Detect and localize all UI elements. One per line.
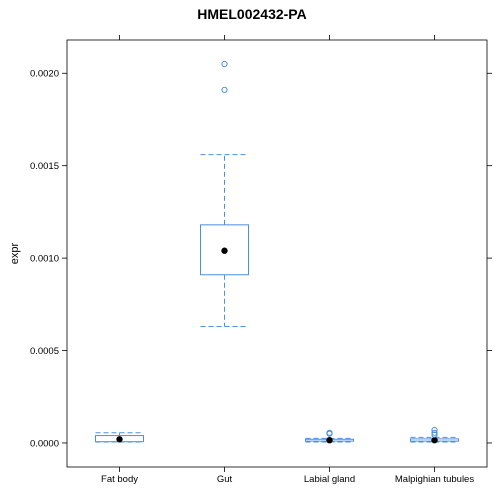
y-tick-label: 0.0010 (30, 253, 59, 264)
boxes-layer (95, 60, 459, 444)
median-point (221, 247, 228, 254)
outlier-point (221, 86, 228, 94)
iqr-box (200, 224, 249, 276)
y-tick-label: 0.0015 (30, 161, 59, 172)
plot-frame (66, 39, 488, 468)
y-tick-label: 0.0005 (30, 346, 59, 357)
y-tick-label: 0.0000 (30, 438, 59, 449)
x-axis-ticks: Fat body Gut Labial gland Malpighian tubule… (101, 35, 474, 485)
y-axis-ticks: 0.0000 0.0005 0.0010 0.0015 0.0020 (30, 69, 492, 449)
median-point (116, 436, 123, 443)
y-tick-label: 0.0020 (30, 69, 59, 80)
median-point (326, 436, 333, 444)
box-labial-gland (305, 429, 354, 444)
median-point (431, 436, 438, 444)
x-tick-label: Labial gland (304, 474, 355, 485)
x-tick-label: Fat body (101, 474, 138, 485)
outlier-point (431, 431, 438, 438)
y-axis-label: expr (9, 242, 21, 264)
box-fat-body (95, 432, 144, 443)
outlier-point (431, 426, 438, 434)
chart-title: HMEL002432-PA (197, 6, 306, 22)
outlier-point (431, 429, 438, 436)
box-malpighian-tubules (410, 426, 459, 444)
box-gut (200, 60, 249, 328)
outlier-point (221, 60, 228, 68)
outlier-point (326, 429, 333, 436)
x-tick-label: Malpighian tubules (395, 474, 474, 485)
x-tick-label: Gut (217, 474, 233, 485)
